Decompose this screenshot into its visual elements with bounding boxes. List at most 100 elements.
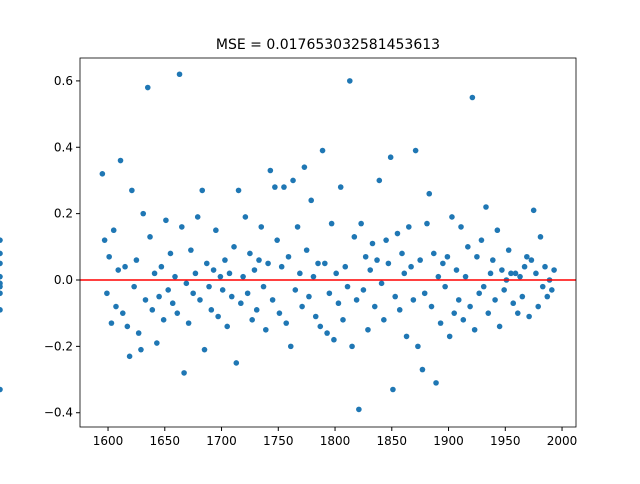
point xyxy=(428,303,435,310)
point xyxy=(460,317,467,323)
point xyxy=(0,386,3,393)
point xyxy=(0,280,3,287)
point xyxy=(412,147,419,154)
point xyxy=(401,270,408,277)
point xyxy=(124,323,131,330)
point xyxy=(424,220,430,227)
point xyxy=(283,320,290,326)
point xyxy=(276,310,283,316)
point xyxy=(324,330,330,336)
x-tick-label: 1650 xyxy=(150,434,181,448)
point xyxy=(469,94,476,101)
point xyxy=(374,257,380,263)
point xyxy=(274,237,280,243)
point xyxy=(106,253,112,260)
point xyxy=(260,283,267,290)
point xyxy=(133,257,140,263)
point xyxy=(499,267,505,273)
point xyxy=(383,237,389,243)
point xyxy=(315,260,321,267)
point xyxy=(449,214,455,220)
point xyxy=(344,283,351,290)
point xyxy=(530,207,537,214)
point xyxy=(419,366,426,373)
point xyxy=(156,293,162,300)
point xyxy=(219,287,226,293)
point xyxy=(249,317,255,323)
point xyxy=(256,257,262,263)
point xyxy=(0,237,3,243)
point xyxy=(199,187,206,194)
point xyxy=(458,224,464,230)
point xyxy=(396,307,403,313)
point xyxy=(297,270,303,277)
point xyxy=(510,300,517,307)
point xyxy=(290,177,296,184)
point xyxy=(351,234,358,240)
x-tick-label: 1700 xyxy=(206,434,237,448)
point xyxy=(317,323,324,330)
point xyxy=(528,257,535,263)
point xyxy=(537,234,544,240)
point xyxy=(0,260,3,267)
x-tick-label: 1600 xyxy=(93,434,124,448)
point xyxy=(310,273,317,280)
point xyxy=(387,154,394,161)
point xyxy=(487,270,494,277)
point xyxy=(206,283,212,290)
point xyxy=(446,333,453,340)
point xyxy=(496,323,503,330)
point xyxy=(406,224,412,230)
point xyxy=(342,263,349,270)
point xyxy=(126,353,133,360)
point xyxy=(483,204,489,210)
point xyxy=(444,253,451,260)
point xyxy=(149,307,156,313)
point xyxy=(465,244,471,250)
point xyxy=(285,253,292,260)
point xyxy=(104,290,110,297)
point xyxy=(151,270,158,277)
point xyxy=(526,313,532,320)
point xyxy=(437,320,444,326)
point xyxy=(362,253,369,260)
point xyxy=(278,263,285,270)
point xyxy=(517,273,523,280)
point xyxy=(165,287,171,293)
point xyxy=(494,227,501,234)
point xyxy=(408,263,414,270)
point xyxy=(415,343,421,350)
point xyxy=(521,263,528,270)
point xyxy=(544,293,551,300)
x-tick-label: 1850 xyxy=(377,434,408,448)
point xyxy=(115,267,122,273)
point xyxy=(110,227,117,234)
point xyxy=(301,164,308,170)
point xyxy=(117,157,124,164)
point xyxy=(160,317,167,323)
point xyxy=(226,270,233,277)
point xyxy=(340,317,346,323)
point xyxy=(194,214,201,220)
point xyxy=(346,78,353,84)
point xyxy=(233,360,240,366)
point xyxy=(539,283,546,290)
point xyxy=(0,307,3,313)
point xyxy=(360,287,367,293)
point xyxy=(0,290,3,297)
point xyxy=(476,290,482,297)
point xyxy=(365,326,371,333)
y-tick-label: −0.4 xyxy=(44,406,73,420)
point xyxy=(435,273,442,280)
point xyxy=(197,297,203,303)
point xyxy=(129,187,135,194)
point xyxy=(192,270,199,277)
point xyxy=(403,333,410,340)
point xyxy=(113,303,119,310)
point xyxy=(144,84,151,91)
point xyxy=(335,300,342,307)
point xyxy=(140,210,147,217)
point xyxy=(353,297,360,303)
point xyxy=(512,270,519,277)
point xyxy=(326,290,333,297)
